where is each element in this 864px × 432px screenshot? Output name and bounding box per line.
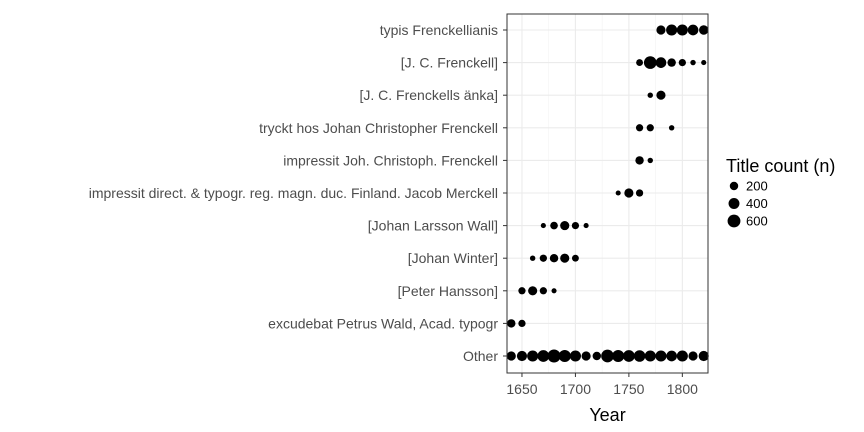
data-point (699, 25, 709, 35)
data-point (633, 350, 646, 362)
data-point (560, 253, 570, 263)
x-tick-label: 1750 (613, 381, 644, 397)
data-point (516, 350, 528, 362)
data-point (558, 349, 571, 363)
data-point (583, 223, 589, 229)
data-point (623, 350, 635, 362)
x-tick-label: 1700 (560, 381, 591, 397)
data-point (581, 351, 591, 361)
legend-key (727, 214, 741, 228)
y-tick-label: excudebat Petrus Wald, Acad. typogr (268, 315, 498, 331)
data-point (676, 24, 688, 36)
data-point (643, 56, 657, 69)
data-point (668, 125, 675, 131)
data-point (518, 287, 526, 295)
data-point (636, 59, 644, 67)
data-point (518, 319, 526, 328)
data-point (687, 24, 699, 36)
data-point (539, 287, 547, 295)
data-point (701, 60, 707, 66)
y-tick-label: impressit direct. & typogr. reg. magn. d… (89, 185, 498, 201)
legend-key (728, 198, 740, 209)
data-point (635, 189, 644, 197)
data-point (539, 254, 547, 262)
x-axis: 1650 1700 1750 1800 (506, 373, 698, 397)
data-point (612, 349, 625, 363)
data-point (549, 253, 559, 263)
data-point (655, 350, 667, 362)
plot-panel (506, 13, 709, 374)
y-tick-label: tryckt hos Johan Christopher Frenckell (259, 120, 498, 136)
data-point (635, 124, 644, 132)
data-point (646, 124, 654, 132)
data-point (690, 59, 696, 66)
data-point (666, 350, 677, 362)
y-tick-label: [J. C. Frenckells änka] (360, 87, 499, 103)
data-point (676, 350, 688, 362)
data-point (551, 288, 557, 294)
data-point (666, 24, 678, 36)
data-point (529, 255, 536, 261)
y-axis: typis Frenckellianis [J. C. Frenckell] [J.… (89, 22, 507, 364)
legend-label: 600 (746, 214, 768, 229)
y-tick-label: typis Frenckellianis (380, 22, 498, 38)
data-point (688, 351, 698, 361)
x-tick-label: 1650 (506, 381, 537, 397)
data-point (569, 350, 581, 362)
data-point (571, 254, 579, 262)
data-point (656, 90, 666, 100)
data-point (506, 351, 516, 361)
data-point (647, 157, 653, 164)
data-point (571, 221, 580, 230)
y-tick-label: impressit Joh. Christoph. Frenckell (283, 152, 498, 168)
y-tick-label: [Peter Hansson] (398, 283, 498, 299)
data-point (537, 350, 550, 362)
data-point (644, 350, 656, 362)
y-tick-label: [Johan Larsson Wall] (368, 218, 498, 234)
grid-lines (507, 14, 708, 373)
data-point (507, 319, 516, 328)
legend-label: 400 (746, 196, 768, 211)
y-tick-label: [J. C. Frenckell] (401, 55, 498, 71)
data-points (506, 24, 709, 363)
data-point (550, 221, 558, 230)
size-legend: Title count (n) 200 400 600 (726, 156, 835, 229)
data-point (527, 350, 539, 362)
legend-title: Title count (n) (726, 156, 835, 176)
data-point (601, 349, 614, 363)
x-tick-label: 1800 (667, 381, 698, 397)
data-point (624, 188, 634, 198)
data-point (592, 351, 602, 361)
data-point (698, 350, 709, 362)
y-tick-label: [Johan Winter] (408, 250, 498, 266)
data-point (656, 25, 666, 35)
legend-label: 200 (746, 179, 768, 194)
data-point (560, 221, 570, 231)
data-point (655, 57, 667, 68)
legend-key (729, 181, 739, 191)
data-point (540, 223, 546, 229)
data-point (678, 58, 686, 67)
x-axis-title: Year (589, 405, 625, 425)
y-tick-label: Other (463, 348, 498, 364)
data-point (547, 349, 561, 363)
data-point (528, 286, 538, 296)
data-point (635, 156, 644, 165)
data-point (615, 190, 621, 196)
data-point (647, 92, 653, 98)
data-point (667, 58, 676, 67)
